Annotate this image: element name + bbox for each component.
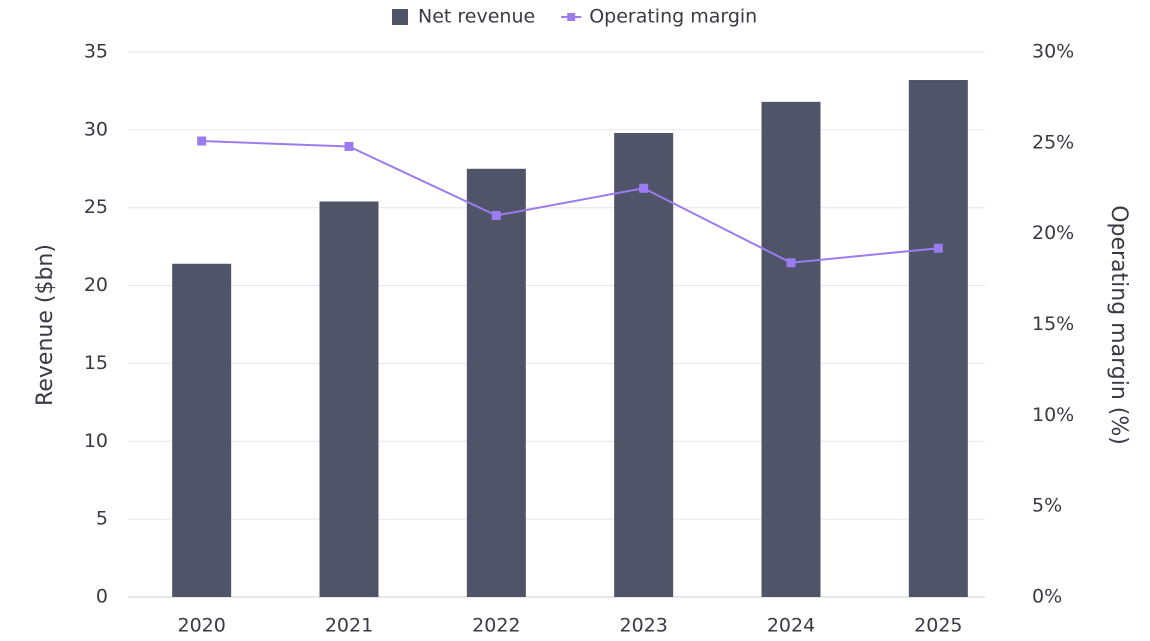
- y2-tick-label: 10%: [1032, 404, 1074, 426]
- y-tick-label: 10: [84, 430, 108, 452]
- legend-label: Net revenue: [418, 6, 535, 28]
- y2-tick-label: 5%: [1032, 495, 1062, 517]
- marker: [786, 258, 796, 268]
- x-tick-label: 2025: [914, 615, 962, 637]
- x-tick-label: 2023: [619, 615, 667, 637]
- legend-swatch: [392, 9, 408, 25]
- y-tick-label: 15: [84, 352, 108, 374]
- y-tick-label: 5: [96, 508, 108, 530]
- marker: [491, 211, 501, 220]
- legend-label: Operating margin: [589, 6, 757, 28]
- legend-swatch: [567, 13, 576, 21]
- bar: [319, 201, 379, 597]
- bar: [908, 80, 968, 598]
- y2-tick-label: 30%: [1032, 41, 1074, 63]
- y-tick-label: 30: [84, 118, 108, 140]
- y2-tick-label: 20%: [1032, 222, 1074, 244]
- y-tick-label: 20: [84, 274, 108, 296]
- marker: [344, 141, 354, 151]
- line: [201, 140, 939, 264]
- y2-tick-label: 0%: [1032, 586, 1062, 608]
- y2-tick-label: 25%: [1032, 131, 1074, 153]
- x-tick-label: 2024: [767, 615, 815, 637]
- y-tick-label: 25: [84, 196, 108, 218]
- y-tick-label: 0: [96, 586, 108, 608]
- y-tick-label: 35: [84, 41, 108, 63]
- marker: [933, 243, 943, 253]
- bar: [614, 132, 674, 597]
- x-tick-label: 2022: [472, 615, 520, 637]
- y-axis-title: Revenue ($bn): [33, 244, 58, 406]
- bar: [466, 168, 526, 598]
- x-tick-label: 2020: [177, 615, 225, 637]
- y2-axis-title: Operating margin (%): [1106, 205, 1131, 445]
- marker: [197, 136, 207, 146]
- bar: [761, 101, 821, 597]
- bar: [172, 263, 232, 597]
- x-tick-label: 2021: [325, 615, 373, 637]
- marker: [639, 183, 649, 193]
- y2-tick-label: 15%: [1032, 313, 1074, 335]
